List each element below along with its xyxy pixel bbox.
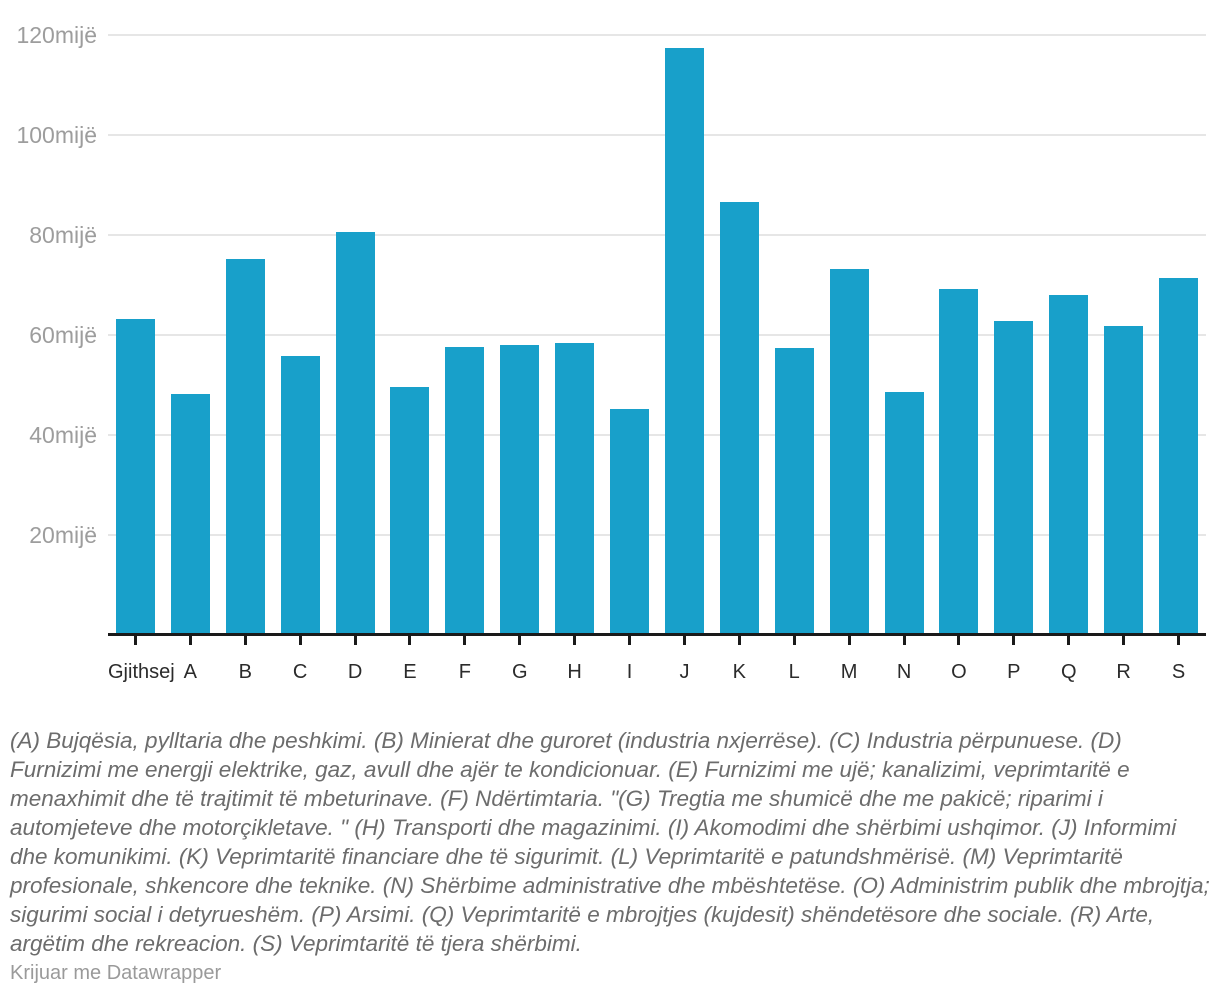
y-gridline bbox=[108, 434, 1206, 436]
x-tick bbox=[1067, 636, 1071, 645]
y-axis-tick-label: 80mijë bbox=[29, 222, 97, 248]
x-axis-line bbox=[108, 633, 1206, 636]
x-axis-label-D: D bbox=[347, 661, 363, 683]
x-tick bbox=[682, 636, 686, 645]
bar-R[interactable] bbox=[1104, 326, 1144, 635]
bar-A[interactable] bbox=[170, 394, 210, 635]
y-axis-tick-label: 40mijë bbox=[29, 422, 97, 448]
x-axis-label-B: B bbox=[238, 661, 252, 683]
bar-G[interactable] bbox=[500, 345, 540, 635]
bar-J[interactable] bbox=[664, 48, 704, 635]
x-axis-label-A: A bbox=[183, 661, 197, 683]
y-gridline bbox=[108, 134, 1206, 136]
x-tick bbox=[463, 636, 467, 645]
x-axis-label-O: O bbox=[951, 661, 967, 683]
x-tick bbox=[1122, 636, 1126, 645]
x-tick bbox=[737, 636, 741, 645]
x-axis-label-F: F bbox=[458, 661, 471, 683]
bar-I[interactable] bbox=[610, 409, 650, 635]
bar-H[interactable] bbox=[555, 343, 595, 635]
x-tick bbox=[188, 636, 192, 645]
bar-Q[interactable] bbox=[1049, 295, 1089, 635]
bar-E[interactable] bbox=[390, 387, 430, 635]
footnote: (A) Bujqësia, pylltaria dhe peshkimi. (B… bbox=[10, 728, 1210, 956]
bar-P[interactable] bbox=[994, 321, 1034, 635]
x-axis-label-Gjithsej: Gjithsej bbox=[108, 661, 175, 683]
x-axis-label-R: R bbox=[1116, 661, 1131, 683]
y-axis-tick-label: 120mijë bbox=[16, 22, 97, 48]
x-tick bbox=[408, 636, 412, 645]
x-tick bbox=[133, 636, 137, 645]
x-tick bbox=[518, 636, 522, 645]
y-gridline bbox=[108, 34, 1206, 36]
x-axis-label-J: J bbox=[679, 661, 690, 683]
y-axis-tick-label: 20mijë bbox=[29, 522, 97, 548]
x-axis-label-N: N bbox=[896, 661, 912, 683]
bar-D[interactable] bbox=[335, 232, 375, 635]
x-axis-label-M: M bbox=[840, 661, 858, 683]
x-tick bbox=[353, 636, 357, 645]
bar-C[interactable] bbox=[280, 356, 320, 635]
y-gridline bbox=[108, 534, 1206, 536]
bar-M[interactable] bbox=[829, 269, 869, 635]
x-axis-label-L: L bbox=[788, 661, 800, 683]
bar-S[interactable] bbox=[1159, 278, 1199, 635]
datawrapper-credit: Krijuar me Datawrapper bbox=[10, 962, 222, 984]
bar-B[interactable] bbox=[225, 259, 265, 635]
x-tick bbox=[957, 636, 961, 645]
bar-O[interactable] bbox=[939, 289, 979, 635]
x-tick bbox=[792, 636, 796, 645]
x-tick bbox=[1177, 636, 1181, 645]
y-gridline bbox=[108, 234, 1206, 236]
x-axis-label-I: I bbox=[626, 661, 633, 683]
x-tick bbox=[298, 636, 302, 645]
y-axis-tick-label: 60mijë bbox=[29, 322, 97, 348]
x-axis-label-E: E bbox=[403, 661, 417, 683]
bar-L[interactable] bbox=[774, 348, 814, 635]
x-tick bbox=[628, 636, 632, 645]
x-axis-label-S: S bbox=[1171, 661, 1186, 683]
bar-F[interactable] bbox=[445, 347, 485, 635]
x-axis-label-K: K bbox=[732, 661, 746, 683]
x-axis-label-H: H bbox=[567, 661, 582, 683]
y-axis-tick-label: 100mijë bbox=[16, 122, 97, 148]
x-axis-label-C: C bbox=[292, 661, 308, 683]
x-axis-label-P: P bbox=[1007, 661, 1021, 683]
y-axis-labels: 120mijë 100mijë 80mijë 60mijë 40mijë 20mijë bbox=[0, 0, 97, 635]
x-axis-label-G: G bbox=[511, 661, 528, 683]
bar-chart-plot-area: Gjithsej A B C D E F G H I J K L M N O P Q R S bbox=[108, 0, 1206, 683]
x-tick bbox=[243, 636, 247, 645]
bar-K[interactable] bbox=[719, 202, 759, 635]
x-tick bbox=[1012, 636, 1016, 645]
bar-N[interactable] bbox=[884, 392, 924, 635]
y-gridline bbox=[108, 334, 1206, 336]
x-tick bbox=[847, 636, 851, 645]
x-tick bbox=[573, 636, 577, 645]
x-tick bbox=[902, 636, 906, 645]
bar-Gjithsej[interactable] bbox=[115, 319, 155, 635]
x-axis-label-Q: Q bbox=[1060, 661, 1077, 683]
